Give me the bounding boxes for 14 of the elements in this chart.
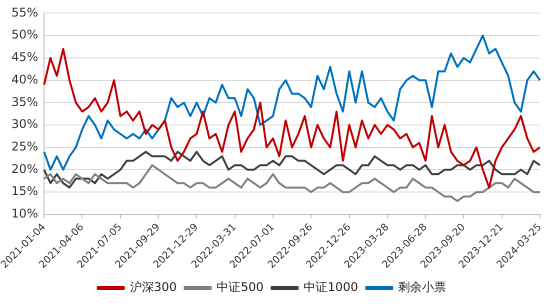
y-tick-label: 45% [11, 50, 38, 64]
legend-label: 沪深300 [130, 280, 177, 294]
legend-label: 中证500 [216, 280, 264, 294]
y-tick-label: 20% [11, 162, 38, 176]
legend-label: 中证1000 [304, 280, 358, 294]
y-tick-label: 40% [11, 72, 38, 86]
y-tick-label: 25% [11, 139, 38, 154]
y-tick-label: 30% [11, 117, 38, 132]
y-tick-label: 50% [11, 28, 38, 42]
y-tick-label: 35% [11, 94, 38, 109]
y-tick-label: 15% [11, 184, 38, 198]
legend-label: 剩余小票 [398, 280, 446, 294]
y-tick-label: 55% [11, 5, 38, 20]
y-tick-label: 10% [11, 206, 38, 221]
